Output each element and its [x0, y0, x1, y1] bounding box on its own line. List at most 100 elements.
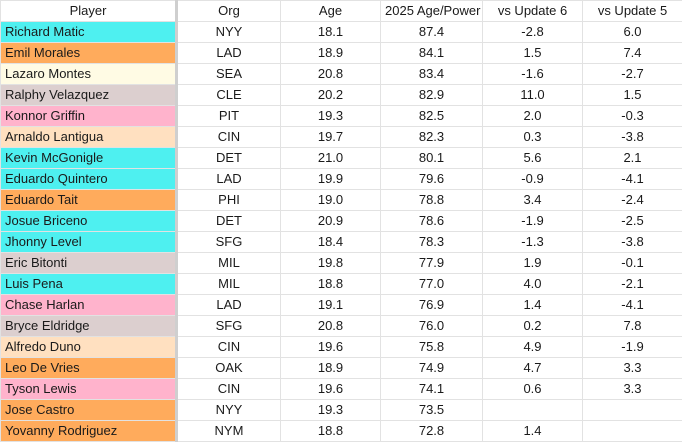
age-cell[interactable]: 19.8	[280, 252, 381, 274]
age-cell[interactable]: 18.9	[280, 42, 381, 64]
player-cell[interactable]: Ralphy Velazquez	[0, 84, 178, 106]
age-cell[interactable]: 21.0	[280, 147, 381, 169]
vs-update-6-cell[interactable]: -1.9	[482, 210, 583, 232]
org-cell[interactable]: OAK	[176, 357, 281, 379]
vs-update-5-cell[interactable]: -2.7	[582, 63, 682, 85]
age-cell[interactable]: 19.6	[280, 336, 381, 358]
header-org[interactable]: Org	[176, 0, 281, 22]
vs-update-5-cell[interactable]: 1.5	[582, 84, 682, 106]
age-power-cell[interactable]: 82.9	[380, 84, 483, 106]
org-cell[interactable]: LAD	[176, 168, 281, 190]
vs-update-6-cell[interactable]: -0.9	[482, 168, 583, 190]
vs-update-5-cell[interactable]: -3.8	[582, 231, 682, 253]
org-cell[interactable]: LAD	[176, 42, 281, 64]
org-cell[interactable]: MIL	[176, 273, 281, 295]
age-cell[interactable]: 20.8	[280, 63, 381, 85]
vs-update-6-cell[interactable]: 3.4	[482, 189, 583, 211]
player-cell[interactable]: Eduardo Tait	[0, 189, 178, 211]
age-cell[interactable]: 19.0	[280, 189, 381, 211]
org-cell[interactable]: PHI	[176, 189, 281, 211]
age-power-cell[interactable]: 77.9	[380, 252, 483, 274]
age-cell[interactable]: 20.9	[280, 210, 381, 232]
vs-update-6-cell[interactable]: 1.4	[482, 294, 583, 316]
vs-update-6-cell[interactable]: -2.8	[482, 21, 583, 43]
vs-update-6-cell[interactable]: 4.9	[482, 336, 583, 358]
player-cell[interactable]: Leo De Vries	[0, 357, 178, 379]
vs-update-6-cell[interactable]: 4.7	[482, 357, 583, 379]
vs-update-5-cell[interactable]: -4.1	[582, 294, 682, 316]
age-cell[interactable]: 20.8	[280, 315, 381, 337]
player-cell[interactable]: Chase Harlan	[0, 294, 178, 316]
org-cell[interactable]: LAD	[176, 294, 281, 316]
vs-update-5-cell[interactable]: 3.3	[582, 378, 682, 400]
header-vs-update-6[interactable]: vs Update 6	[482, 0, 583, 22]
vs-update-5-cell[interactable]: 3.3	[582, 357, 682, 379]
vs-update-5-cell[interactable]: 7.8	[582, 315, 682, 337]
age-power-cell[interactable]: 87.4	[380, 21, 483, 43]
age-cell[interactable]: 20.2	[280, 84, 381, 106]
org-cell[interactable]: CIN	[176, 126, 281, 148]
age-power-cell[interactable]: 82.5	[380, 105, 483, 127]
player-cell[interactable]: Kevin McGonigle	[0, 147, 178, 169]
age-power-cell[interactable]: 78.6	[380, 210, 483, 232]
vs-update-5-cell[interactable]: 7.4	[582, 42, 682, 64]
player-cell[interactable]: Arnaldo Lantigua	[0, 126, 178, 148]
vs-update-6-cell[interactable]: 5.6	[482, 147, 583, 169]
age-cell[interactable]: 19.9	[280, 168, 381, 190]
org-cell[interactable]: NYM	[176, 420, 281, 442]
vs-update-5-cell[interactable]	[582, 399, 682, 421]
age-cell[interactable]: 19.6	[280, 378, 381, 400]
age-cell[interactable]: 18.9	[280, 357, 381, 379]
vs-update-6-cell[interactable]: 1.9	[482, 252, 583, 274]
age-power-cell[interactable]: 72.8	[380, 420, 483, 442]
vs-update-6-cell[interactable]: -1.6	[482, 63, 583, 85]
age-power-cell[interactable]: 78.3	[380, 231, 483, 253]
org-cell[interactable]: CIN	[176, 336, 281, 358]
vs-update-5-cell[interactable]: -1.9	[582, 336, 682, 358]
player-cell[interactable]: Josue Briceno	[0, 210, 178, 232]
org-cell[interactable]: SFG	[176, 231, 281, 253]
vs-update-6-cell[interactable]: -1.3	[482, 231, 583, 253]
vs-update-5-cell[interactable]: -4.1	[582, 168, 682, 190]
vs-update-5-cell[interactable]	[582, 420, 682, 442]
player-cell[interactable]: Eric Bitonti	[0, 252, 178, 274]
age-cell[interactable]: 18.8	[280, 420, 381, 442]
vs-update-5-cell[interactable]: -3.8	[582, 126, 682, 148]
age-cell[interactable]: 18.8	[280, 273, 381, 295]
player-cell[interactable]: Jose Castro	[0, 399, 178, 421]
vs-update-6-cell[interactable]: 0.2	[482, 315, 583, 337]
age-cell[interactable]: 18.1	[280, 21, 381, 43]
vs-update-6-cell[interactable]: 1.4	[482, 420, 583, 442]
age-cell[interactable]: 19.3	[280, 105, 381, 127]
player-cell[interactable]: Emil Morales	[0, 42, 178, 64]
age-power-cell[interactable]: 73.5	[380, 399, 483, 421]
org-cell[interactable]: CLE	[176, 84, 281, 106]
player-cell[interactable]: Eduardo Quintero	[0, 168, 178, 190]
vs-update-5-cell[interactable]: 6.0	[582, 21, 682, 43]
vs-update-5-cell[interactable]: 2.1	[582, 147, 682, 169]
age-power-cell[interactable]: 78.8	[380, 189, 483, 211]
vs-update-5-cell[interactable]: -2.4	[582, 189, 682, 211]
player-cell[interactable]: Jhonny Level	[0, 231, 178, 253]
vs-update-6-cell[interactable]: 0.3	[482, 126, 583, 148]
player-cell[interactable]: Alfredo Duno	[0, 336, 178, 358]
header-vs-update-5[interactable]: vs Update 5	[582, 0, 682, 22]
player-cell[interactable]: Luis Pena	[0, 273, 178, 295]
age-power-cell[interactable]: 80.1	[380, 147, 483, 169]
player-cell[interactable]: Lazaro Montes	[0, 63, 178, 85]
age-power-cell[interactable]: 76.0	[380, 315, 483, 337]
vs-update-6-cell[interactable]: 2.0	[482, 105, 583, 127]
age-cell[interactable]: 18.4	[280, 231, 381, 253]
header-player[interactable]: Player	[0, 0, 178, 22]
org-cell[interactable]: SEA	[176, 63, 281, 85]
org-cell[interactable]: DET	[176, 147, 281, 169]
player-cell[interactable]: Yovanny Rodriguez	[0, 420, 178, 442]
org-cell[interactable]: NYY	[176, 399, 281, 421]
age-power-cell[interactable]: 76.9	[380, 294, 483, 316]
org-cell[interactable]: DET	[176, 210, 281, 232]
header-age-power[interactable]: 2025 Age/Power	[380, 0, 483, 22]
vs-update-6-cell[interactable]: 4.0	[482, 273, 583, 295]
age-power-cell[interactable]: 74.1	[380, 378, 483, 400]
age-cell[interactable]: 19.3	[280, 399, 381, 421]
org-cell[interactable]: SFG	[176, 315, 281, 337]
